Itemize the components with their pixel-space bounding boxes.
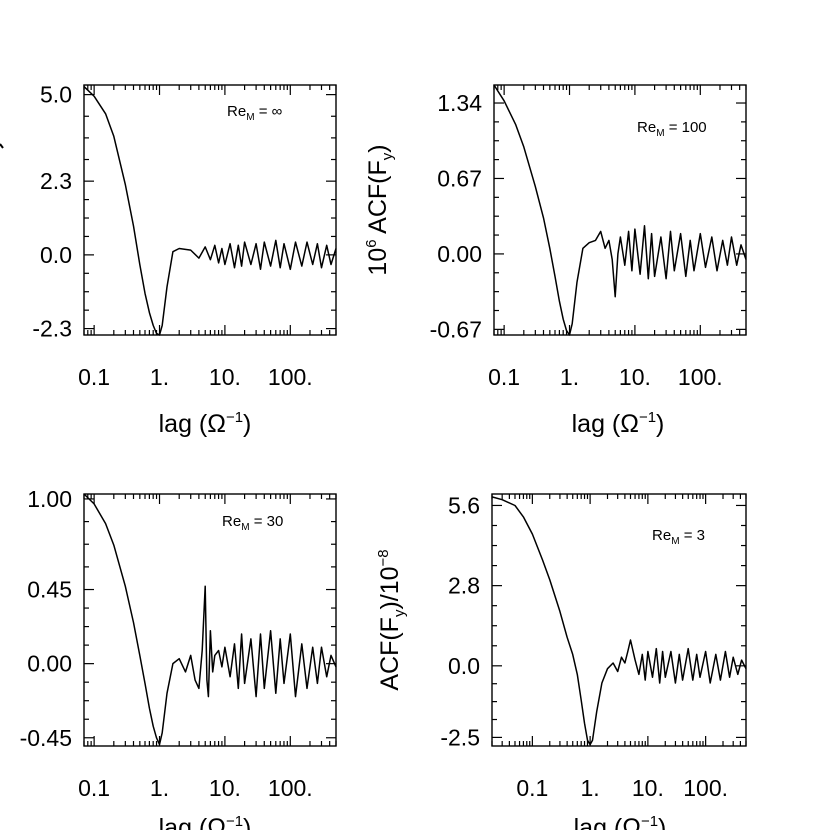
x-axis-title: lag (Ω−1) bbox=[574, 813, 667, 830]
acf-line-series bbox=[83, 493, 337, 746]
x-tick-label: 0.1 bbox=[488, 364, 520, 390]
plot-frame bbox=[83, 84, 337, 336]
y-axis-title: 106 ACF(Fy) bbox=[363, 144, 396, 275]
minor-ticks bbox=[493, 85, 747, 335]
panel-top-right: 1.34 0.67 0.00 -0.67 0.1 1. 10. 100. ReM = 100… bbox=[363, 84, 747, 438]
y-tick-label: 2.3 bbox=[40, 168, 72, 194]
reynolds-annotation: ReM = 100 bbox=[637, 119, 707, 139]
y-tick-label: 0.00 bbox=[27, 651, 72, 677]
x-tick-labels: 0.1 1. 10. 100. bbox=[488, 364, 723, 390]
x-tick-label: 10. bbox=[632, 775, 664, 801]
panel-bottom-left: 1.000.450.00-0.45 0.1 1. 10. 100. ReM = 30 … bbox=[20, 486, 337, 830]
y-tick-label: 1.00 bbox=[27, 486, 72, 512]
y-tick-label: 0.45 bbox=[27, 577, 72, 603]
minor-ticks bbox=[491, 494, 747, 746]
y-tick-label: 5.0 bbox=[40, 82, 72, 108]
x-tick-label: 0.1 bbox=[516, 775, 548, 801]
x-tick-label: 1. bbox=[150, 364, 169, 390]
y-tick-label: 0.67 bbox=[437, 165, 482, 191]
y-tick-label: -2.5 bbox=[440, 724, 480, 750]
x-tick-labels: 0.1 1. 10. 100. bbox=[78, 775, 313, 801]
plot-frame bbox=[493, 84, 747, 336]
y-tick-label: 2.8 bbox=[448, 573, 480, 599]
x-tick-label: 100. bbox=[678, 364, 723, 390]
x-axis-title: lag (Ω−1) bbox=[159, 409, 252, 438]
y-axis-title: ACF(Fy)/10−8 bbox=[375, 549, 408, 690]
x-tick-label: 1. bbox=[150, 775, 169, 801]
reynolds-annotation: ReM = 3 bbox=[652, 527, 705, 547]
y-tick-label: 0.0 bbox=[40, 242, 72, 268]
y-tick-labels: 1.00 0.45 0.00 -0.45 bbox=[20, 486, 72, 751]
y-tick-labels: 5.0 2.3 0.0 -2.3 bbox=[32, 82, 72, 342]
x-tick-label: 1. bbox=[560, 364, 579, 390]
y-tick-label: 0.00 bbox=[437, 241, 482, 267]
acf-line-series bbox=[83, 86, 337, 336]
plot-frame bbox=[83, 493, 337, 747]
y-tick-label: 1.34 bbox=[437, 90, 482, 116]
y-tick-label: 5.6 bbox=[448, 492, 480, 518]
acf-line-series bbox=[491, 496, 747, 746]
x-axis-title: lag (Ω−1) bbox=[159, 813, 252, 830]
x-tick-label: 10. bbox=[209, 364, 241, 390]
minor-ticks bbox=[83, 494, 337, 746]
x-tick-label: 100. bbox=[268, 775, 313, 801]
y-tick-labels: 5.6 2.8 0.0 -2.5 bbox=[440, 492, 480, 750]
cropped-label-fragment bbox=[0, 143, 4, 149]
x-tick-label: 10. bbox=[619, 364, 651, 390]
panel-top-left: 5.0 2.3 0.0 -2.3 0.1 1. 10. 100. ReM = ∞ lag (… bbox=[32, 82, 337, 438]
acf-line-series bbox=[493, 84, 747, 336]
y-tick-label: 0.0 bbox=[448, 653, 480, 679]
x-tick-label: 100. bbox=[683, 775, 728, 801]
x-axis-title: lag (Ω−1) bbox=[572, 409, 665, 438]
x-tick-label: 0.1 bbox=[78, 775, 110, 801]
minor-ticks bbox=[83, 85, 337, 335]
x-tick-label: 1. bbox=[581, 775, 600, 801]
x-tick-label: 100. bbox=[268, 364, 313, 390]
y-tick-label: -0.67 bbox=[430, 316, 482, 342]
y-tick-label: -0.45 bbox=[20, 725, 72, 751]
x-tick-label: 10. bbox=[209, 775, 241, 801]
y-tick-label: -2.3 bbox=[32, 316, 72, 342]
plot-frame bbox=[491, 493, 747, 747]
panel-bottom-right: 5.6 2.8 0.0 -2.5 0.1 1. 10. 100. ReM = 3 lag (… bbox=[375, 492, 747, 830]
x-tick-labels: 0.1 1. 10. 100. bbox=[516, 775, 728, 801]
x-tick-label: 0.1 bbox=[78, 364, 110, 390]
y-tick-labels: 1.34 0.67 0.00 -0.67 bbox=[430, 90, 483, 342]
reynolds-annotation: ReM = ∞ bbox=[227, 103, 283, 123]
reynolds-annotation: ReM = 30 bbox=[222, 513, 283, 533]
x-tick-labels: 0.1 1. 10. 100. bbox=[78, 364, 313, 390]
